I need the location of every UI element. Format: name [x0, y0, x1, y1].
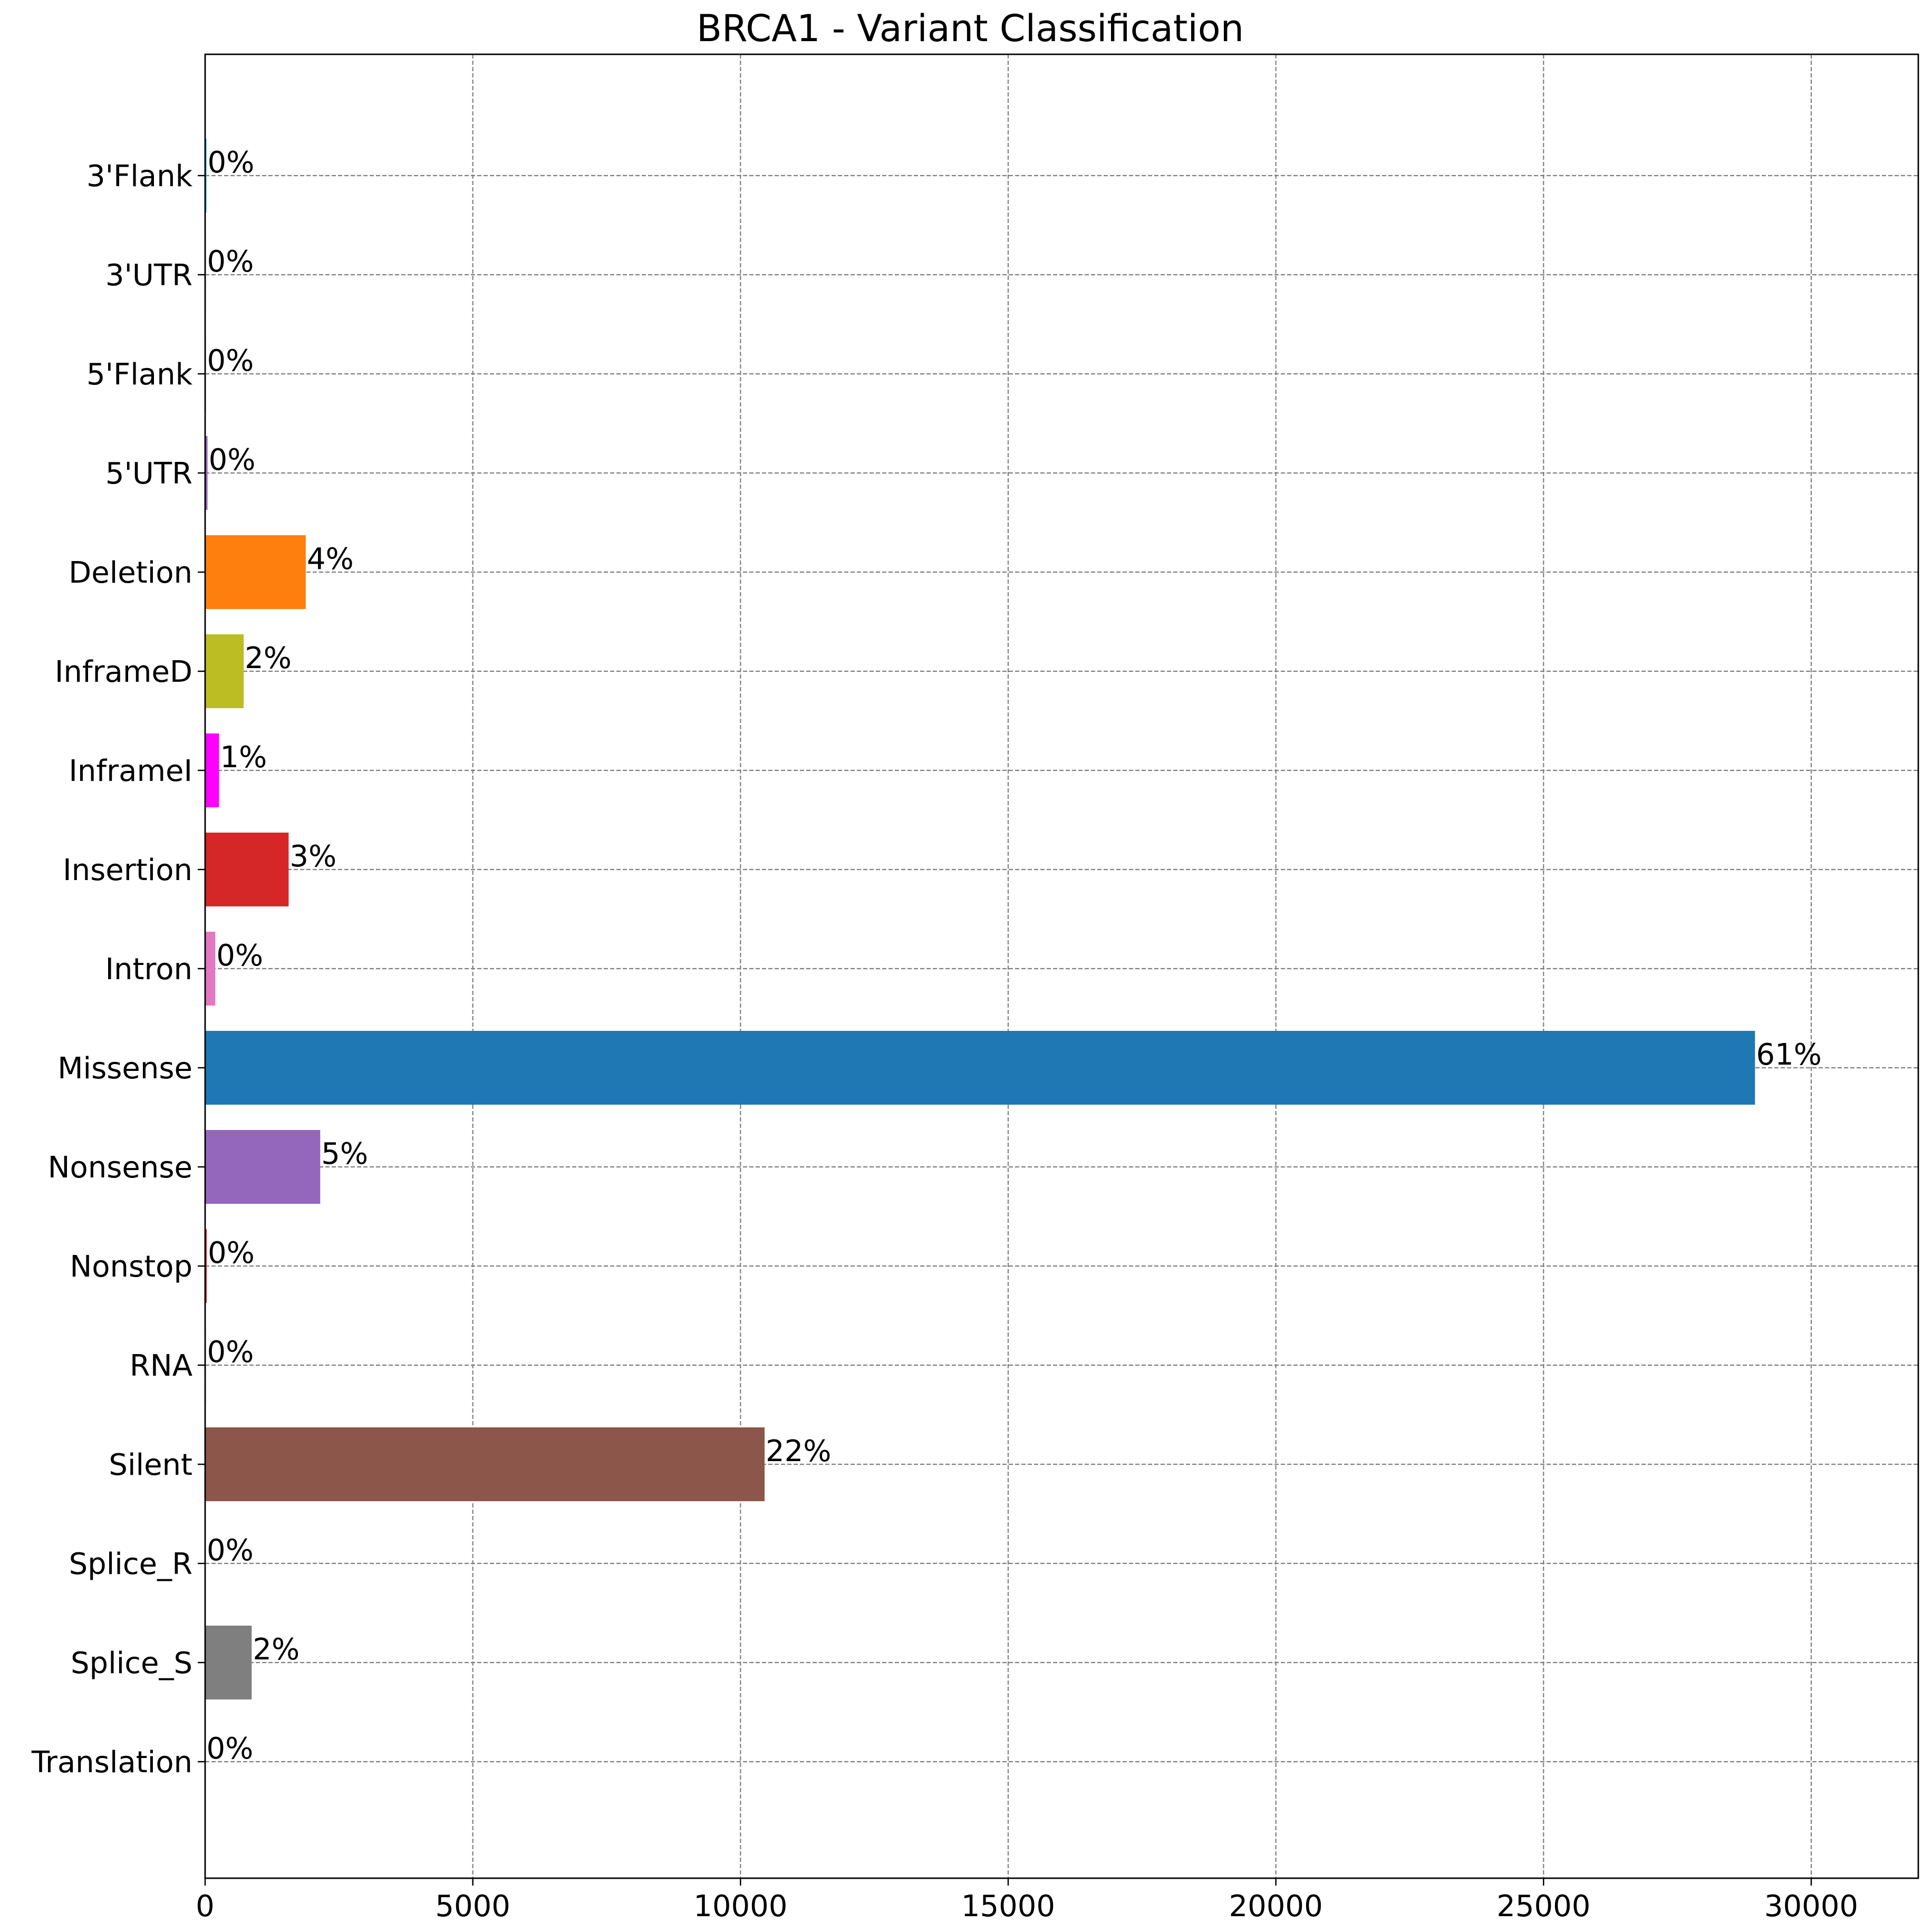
bar-value-labels: 0% 0% 0% 0% 4% 2% 1% 3% 0% 61% 5% 0% 0% 22% 0% 2% 0%: [207, 146, 1822, 1766]
bar-value-label: 0%: [207, 1732, 254, 1766]
bar-value-label: 0%: [207, 245, 254, 279]
y-tick-label: InframeD: [55, 655, 192, 689]
y-tick-label: Translation: [31, 1745, 192, 1780]
bar-value-label: 0%: [207, 344, 254, 378]
bar-missense: [205, 1031, 1755, 1105]
x-tick-label: 10000: [693, 1889, 787, 1924]
y-tick-label: RNA: [130, 1349, 192, 1383]
bar-value-label: 0%: [207, 1335, 254, 1369]
y-tick-label: InframeI: [69, 754, 192, 788]
x-tick-label: 30000: [1764, 1889, 1858, 1924]
chart-title: BRCA1 - Variant Classification: [697, 7, 1244, 50]
x-tick-label: 0: [196, 1889, 215, 1924]
y-tick-label: Nonstop: [70, 1250, 192, 1284]
bar-intron: [205, 932, 216, 1006]
bar-value-label: 1%: [220, 740, 267, 775]
bar-value-label: 61%: [1756, 1038, 1821, 1072]
bar-value-label: 0%: [207, 1533, 254, 1568]
bar-nonsense: [205, 1130, 321, 1204]
bar-value-label: 0%: [216, 939, 263, 973]
y-tick-label: Splice_S: [71, 1646, 192, 1680]
bar-value-label: 4%: [307, 542, 354, 576]
y-tick-label: 5'UTR: [105, 457, 192, 491]
grid-lines: [204, 54, 1918, 1878]
y-tick-label: Missense: [57, 1051, 192, 1086]
bar-value-label: 0%: [209, 443, 256, 477]
bar-inframed: [205, 634, 244, 708]
bar-value-label: 0%: [208, 146, 255, 180]
bar-inframei: [205, 733, 219, 807]
axes: 0 5000 10000 15000 20000 25000 30000 3'Flank 3'U…: [31, 159, 1858, 1924]
y-tick-label: Insertion: [63, 853, 192, 887]
bar-value-label: 2%: [245, 641, 292, 675]
x-tick-label: 20000: [1229, 1889, 1323, 1924]
y-tick-label: Intron: [105, 952, 192, 987]
bar-nonstop: [205, 1229, 207, 1303]
y-tick-label: Splice_R: [69, 1547, 192, 1581]
y-tick-label: 3'Flank: [86, 159, 193, 194]
y-tick-label: 5'Flank: [86, 358, 193, 392]
x-tick-label: 15000: [961, 1889, 1055, 1924]
y-tick-label: Nonsense: [48, 1151, 192, 1185]
bar-5-utr: [205, 436, 208, 510]
bar-value-label: 0%: [208, 1236, 255, 1270]
bar-value-label: 3%: [289, 839, 336, 874]
bar-silent: [205, 1427, 765, 1501]
bar-value-label: 2%: [253, 1632, 300, 1667]
y-tick-label: Silent: [109, 1448, 192, 1482]
x-tick-label: 25000: [1496, 1889, 1590, 1924]
bar-deletion: [205, 535, 306, 609]
bar-value-label: 22%: [766, 1434, 831, 1469]
bar-splice-s: [205, 1626, 252, 1699]
x-tick-label: 5000: [435, 1889, 510, 1924]
bars: [205, 139, 1755, 1799]
bar-insertion: [205, 833, 289, 906]
y-tick-label: Deletion: [69, 556, 192, 590]
plot-frame: [204, 53, 1919, 1879]
bar-value-label: 5%: [321, 1137, 368, 1171]
y-tick-label: 3'UTR: [105, 258, 192, 293]
